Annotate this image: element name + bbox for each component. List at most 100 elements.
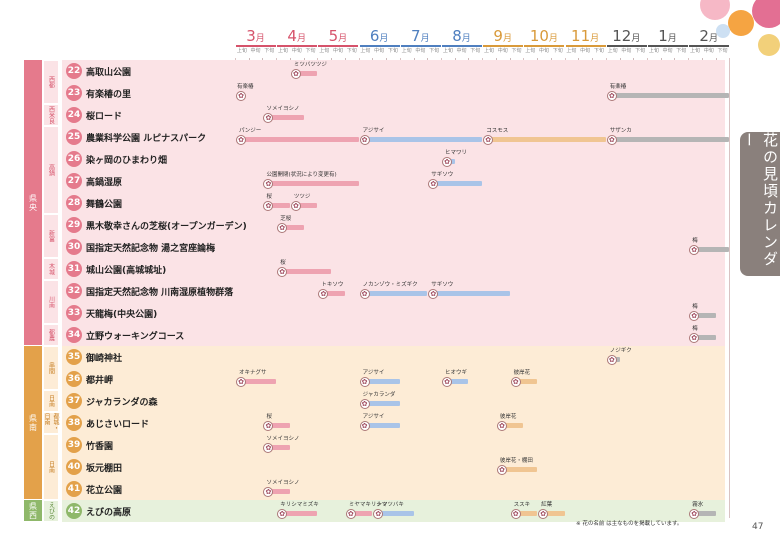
garden-label: 38 あじさいロード — [66, 412, 236, 434]
bloom-bar — [241, 137, 359, 142]
subregion-label: 都城・日南 — [43, 413, 59, 433]
flower-name: 紅葉 — [541, 502, 553, 508]
garden-label: 42 えびの高原 — [66, 500, 236, 522]
flower-icon: ✿ — [496, 465, 507, 475]
flower-name: ソメイヨシノ — [266, 106, 300, 112]
table-row — [62, 104, 725, 126]
garden-number: 29 — [66, 217, 82, 233]
month-number: 1 — [658, 27, 668, 45]
flower-name: ノカンゾウ・ミズギク — [362, 282, 418, 288]
month-underline — [524, 45, 565, 47]
bloom-bar — [268, 445, 290, 450]
garden-name: 坂元棚田 — [86, 463, 123, 474]
flower-name: 桜 — [266, 194, 272, 200]
flower-name: 有楽椿 — [609, 84, 627, 90]
decade-label: 上旬 — [484, 48, 495, 54]
garden-name: 高取山公園 — [86, 67, 132, 78]
flower-icon: ✿ — [428, 179, 439, 189]
flower-icon: ✿ — [345, 509, 356, 519]
decade-label: 下旬 — [346, 48, 357, 54]
flower-icon: ✿ — [359, 399, 370, 409]
bloom-bar — [694, 511, 716, 516]
month-number: 5 — [328, 27, 339, 45]
garden-number: 42 — [66, 503, 82, 519]
flower-name: 芝桜 — [280, 216, 292, 222]
month-number: 2 — [699, 27, 709, 45]
table-row — [62, 148, 725, 170]
bloom-bar — [282, 269, 332, 274]
garden-name: 城山公園(高城城址) — [86, 265, 167, 276]
decade-label: 中旬 — [291, 48, 302, 54]
bloom-bar — [364, 379, 400, 384]
garden-label: 39 竹香園 — [66, 434, 236, 456]
flower-name: 彼岸花 — [513, 370, 531, 376]
flower-decoration-icon — [728, 10, 754, 36]
flower-icon: ✿ — [263, 201, 274, 211]
decade-label: 下旬 — [305, 48, 316, 54]
table-row — [62, 60, 725, 82]
flower-decoration-icon — [752, 0, 780, 28]
month-label: 8月 — [441, 27, 482, 48]
month-underline — [359, 45, 400, 47]
garden-number: 23 — [66, 85, 82, 101]
month-label: 5月 — [317, 27, 358, 48]
flower-name: ミヤマキリシマ — [348, 502, 388, 508]
month-label: 6月 — [359, 27, 400, 48]
bloom-bar — [611, 137, 730, 142]
bloom-bar — [694, 247, 730, 252]
decade-label: 下旬 — [429, 48, 440, 54]
decade-label: 下旬 — [552, 48, 563, 54]
garden-number: 30 — [66, 239, 82, 255]
month-label: 9月 — [482, 27, 523, 48]
month-label: 7月 — [400, 27, 441, 48]
month-underline — [442, 45, 482, 47]
calendar-title-tab: 花の見頃カレンダー — [740, 132, 780, 276]
flower-icon: ✿ — [689, 245, 700, 255]
flower-icon: ✿ — [606, 355, 617, 365]
table-row — [62, 346, 725, 368]
decade-label: 上旬 — [525, 48, 536, 54]
garden-number: 28 — [66, 195, 82, 211]
garden-label: 35 御崎神社 — [66, 346, 236, 368]
flower-icon: ✿ — [277, 223, 288, 233]
decade-label: 中旬 — [538, 48, 549, 54]
flower-icon: ✿ — [689, 311, 700, 321]
garden-number: 38 — [66, 415, 82, 431]
flower-icon: ✿ — [263, 421, 274, 431]
flower-name: 梅 — [692, 304, 698, 310]
garden-number: 26 — [66, 151, 82, 167]
flower-name: サギソウ — [431, 172, 454, 178]
table-row — [62, 478, 725, 500]
garden-name: 桜ロード — [86, 111, 123, 122]
bloom-bar — [295, 203, 318, 208]
garden-label: 23 有楽椿の里 — [66, 82, 236, 104]
month-underline — [606, 45, 647, 47]
flower-icon: ✿ — [263, 443, 274, 453]
decade-label: 下旬 — [387, 48, 398, 54]
garden-number: 25 — [66, 129, 82, 145]
garden-label: 33 天龍梅(中央公園) — [66, 302, 236, 324]
page-number: 47 — [752, 522, 764, 532]
garden-label: 34 立野ウォーキングコース — [66, 324, 236, 346]
flower-icon: ✿ — [606, 135, 617, 145]
decade-label: 中旬 — [374, 48, 385, 54]
garden-label: 30 国指定天然記念物 湯之宮座論梅 — [66, 236, 236, 258]
garden-number: 35 — [66, 349, 82, 365]
decade-label: 上旬 — [607, 48, 618, 54]
grid-line — [729, 58, 731, 518]
subregion-label: 日南 — [44, 391, 58, 411]
flower-icon: ✿ — [373, 509, 384, 519]
garden-number: 40 — [66, 459, 82, 475]
garden-label: 25 農業科学公園 ルピナスパーク — [66, 126, 236, 148]
flower-name: アジサイ — [362, 128, 385, 134]
decade-label: 上旬 — [442, 48, 453, 54]
month-unit: 月 — [548, 34, 558, 44]
flower-icon: ✿ — [428, 289, 439, 299]
bloom-bar — [268, 489, 290, 494]
decade-label: 下旬 — [593, 48, 604, 54]
footnote: ※ 花の名前 は主なものを掲載しています。 — [576, 521, 683, 527]
bloom-bar — [268, 181, 359, 186]
garden-label: 22 高取山公園 — [66, 60, 236, 82]
flower-name: 霧氷 — [692, 502, 704, 508]
flower-name: ノジギク — [609, 348, 632, 354]
